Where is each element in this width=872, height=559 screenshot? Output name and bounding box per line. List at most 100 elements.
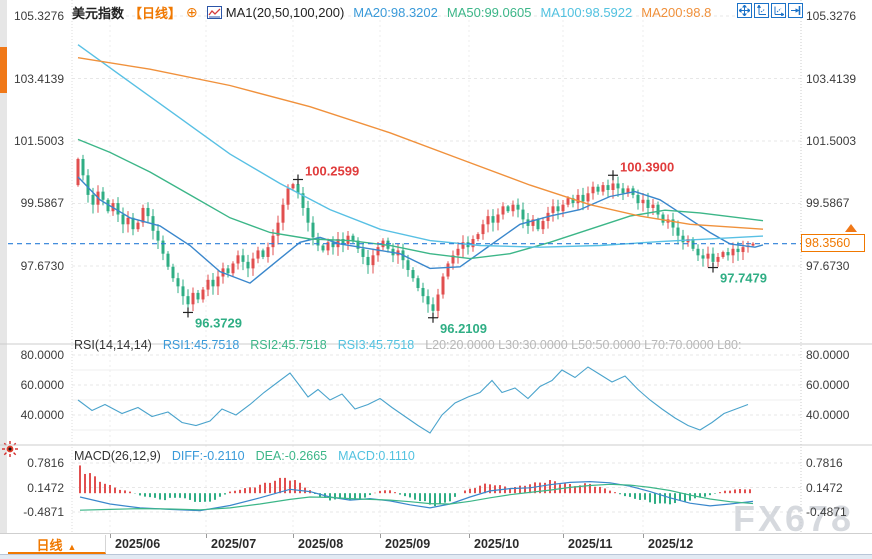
candle-body [481, 224, 485, 235]
candle-body [436, 294, 440, 311]
candle-body [646, 199, 650, 208]
candle-body [491, 216, 495, 223]
candle-body [146, 207, 150, 217]
ma200-line [77, 57, 764, 230]
candle-body [471, 238, 475, 248]
ma20-value: MA20:98.3202 [353, 4, 438, 20]
latest-price-marker-icon [845, 223, 857, 232]
fit-x-axis-icon[interactable] [771, 3, 786, 18]
timeframe-bar: 日线 ▲ [0, 533, 872, 554]
candle-body [571, 198, 575, 204]
ma20-line [77, 176, 764, 284]
candle-body [711, 253, 715, 262]
candle-body [376, 247, 380, 256]
candle-body [406, 260, 410, 271]
watermark: FX678 [733, 498, 855, 539]
candle-body [326, 242, 330, 251]
candle-body [486, 216, 490, 225]
candle-body [521, 209, 525, 220]
candle-body [456, 248, 460, 256]
ma50-line [77, 138, 764, 260]
rsi1-value: RSI1:45.7518 [162, 338, 240, 352]
macd-value: MACD:0.1110 [338, 449, 415, 463]
candle-body [361, 248, 365, 257]
candle-body [331, 242, 335, 248]
ma50-value: MA50:99.0605 [446, 4, 532, 20]
rsi-label-row: RSI(14,14,14) RSI1:45.7518 RSI2:45.7518 … [74, 338, 741, 352]
candle-body [126, 217, 130, 225]
candle-body [541, 221, 545, 230]
candle-body [721, 252, 725, 257]
ma-settings-label: MA1(20,50,100,200) [225, 4, 345, 20]
candle-body [81, 158, 85, 176]
candle-body [226, 268, 230, 274]
candle-body [266, 247, 270, 257]
extreme-price-annotation: 100.2599 [305, 164, 359, 179]
candle-body [616, 183, 620, 189]
candle-body [196, 292, 200, 300]
candle-body [641, 199, 645, 204]
candle-body [286, 188, 290, 205]
candle-body [706, 253, 710, 259]
candle-body [156, 230, 160, 241]
line-chart-icon[interactable] [206, 5, 222, 19]
candle-body [441, 276, 445, 295]
candle-body [281, 204, 285, 223]
candle-body [681, 235, 685, 243]
candle-body [271, 235, 275, 248]
candle-body [621, 188, 625, 194]
candle-body [636, 194, 640, 204]
candle-body [656, 204, 660, 215]
candle-body [136, 222, 140, 230]
candle-body [726, 252, 730, 256]
candle-body [451, 255, 455, 264]
current-price-badge: 98.3560 [801, 233, 865, 252]
candle-body [731, 248, 735, 256]
ma100-line [77, 44, 764, 248]
ma100-value: MA100:98.5922 [540, 4, 633, 20]
candle-body [366, 256, 370, 266]
candle-body [606, 185, 610, 190]
extreme-price-annotation: 100.3900 [620, 159, 674, 174]
candle-body [291, 184, 295, 189]
candle-body [256, 250, 260, 259]
candle-body [576, 194, 580, 204]
candle-body [101, 191, 105, 200]
go-latest-icon[interactable] [788, 3, 803, 18]
candle-body [496, 214, 500, 223]
macd-title: MACD(26,12,9) [74, 449, 161, 463]
chart-header: 美元指数 【日线】 ⊕ MA1(20,50,100,200) MA20:98.3… [72, 3, 711, 21]
candle-body [131, 217, 135, 230]
dea-value: DEA:-0.2665 [255, 449, 328, 463]
candle-body [476, 234, 480, 239]
candle-body [461, 242, 465, 249]
extreme-price-annotation: 96.2109 [440, 321, 487, 336]
fit-y-axis-icon[interactable] [754, 3, 769, 18]
window-bottom-edge [0, 554, 872, 559]
candle-body [416, 278, 420, 288]
candle-body [591, 186, 595, 194]
candle-body [306, 207, 310, 223]
candle-body [351, 235, 355, 241]
macd-dea-line [79, 483, 754, 511]
left-scrollbar-thumb[interactable] [0, 47, 7, 93]
candle-body [506, 206, 510, 212]
candle-body [426, 296, 430, 305]
candle-body [696, 248, 700, 256]
rsi-line [77, 366, 749, 434]
candle-body [186, 296, 190, 305]
extreme-price-annotation: 97.7479 [720, 271, 767, 286]
rsi-levels: L20:20.0000 L30:30.0000 L50:50.0000 L70:… [425, 338, 742, 352]
add-indicator-button[interactable]: ⊕ [186, 4, 198, 20]
candle-body [211, 279, 215, 287]
candle-body [501, 206, 505, 215]
candle-body [341, 238, 345, 244]
left-scrollbar [0, 0, 7, 559]
candle-body [411, 270, 415, 279]
timeframe-tab-daily[interactable]: 日线 ▲ [8, 535, 106, 554]
rsi2-value: RSI2:45.7518 [250, 338, 327, 352]
candle-body [191, 292, 195, 305]
move-crosshair-icon[interactable] [737, 3, 752, 18]
candle-body [661, 214, 665, 223]
candle-body [296, 184, 300, 194]
